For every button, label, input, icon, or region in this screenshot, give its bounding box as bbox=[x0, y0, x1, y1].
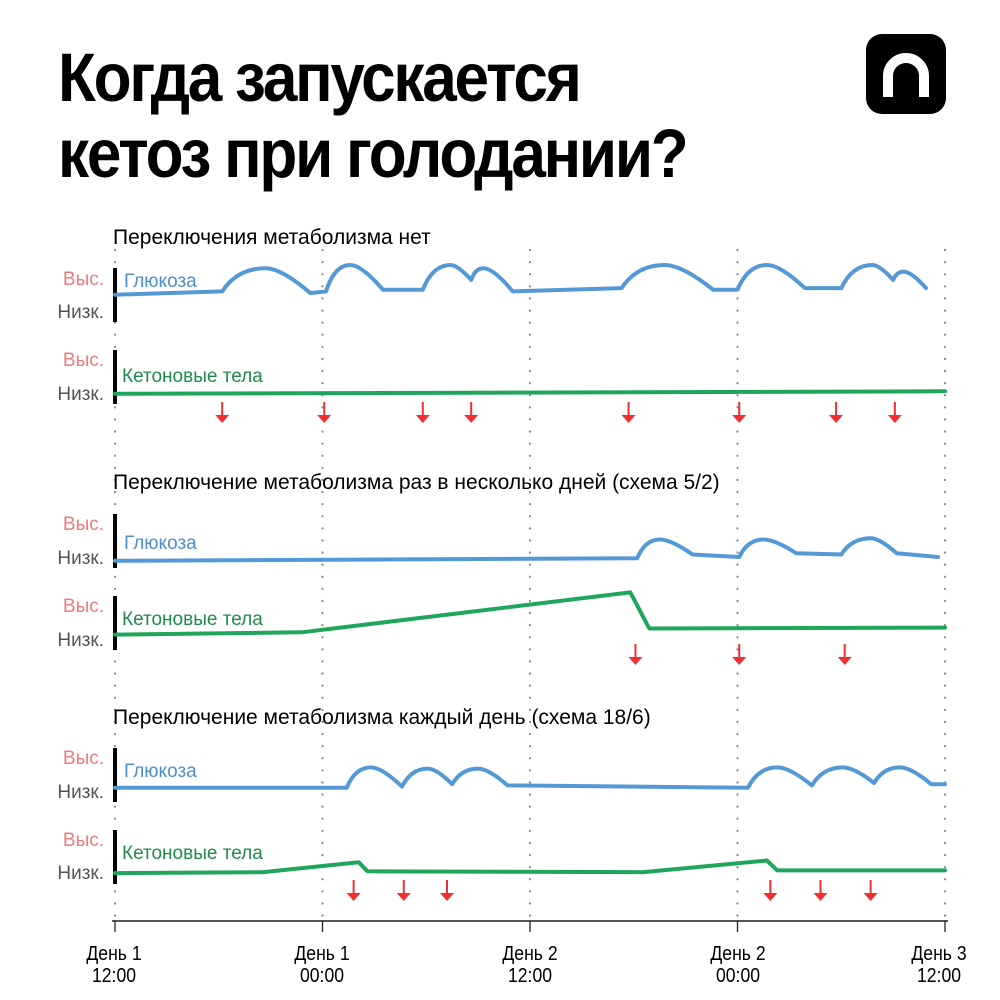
panel-3-glucose-low-label: Низк. bbox=[57, 782, 104, 803]
ketone-line bbox=[113, 389, 947, 396]
x-tick-label: День 1 00:00 bbox=[294, 943, 350, 987]
panel-1-glucose-label: Глюкоза bbox=[124, 271, 197, 292]
meal-arrow-icon bbox=[396, 893, 411, 901]
meal-arrow-icon bbox=[763, 893, 778, 901]
meal-arrow-icon bbox=[829, 415, 844, 423]
panel-3-ketone-label: Кетоновые тела bbox=[122, 843, 263, 864]
meal-arrow-icon bbox=[464, 415, 479, 423]
meal-arrow-icon bbox=[837, 657, 852, 665]
meal-arrow-icon bbox=[215, 415, 230, 423]
panel-2-glucose-high-label: Выс. bbox=[62, 514, 104, 535]
x-tick-label: День 1 12:00 bbox=[86, 943, 142, 987]
page-title: Когда запускается кетоз при голодании? bbox=[58, 40, 778, 192]
panel-1-ketone-low-label: Низк. bbox=[57, 384, 104, 405]
meal-arrow-icon bbox=[621, 415, 636, 423]
panel-1-title: Переключения метаболизма нет bbox=[113, 226, 431, 249]
panel-3-ketone-low-label: Низк. bbox=[57, 863, 104, 884]
ketone-line bbox=[113, 858, 947, 876]
title-line-1: Когда запускается bbox=[58, 39, 582, 116]
x-tick-label: День 3 12:00 bbox=[911, 943, 967, 987]
title-line-2: кетоз при голодании? bbox=[58, 115, 689, 192]
panel-3-glucose-high-label: Выс. bbox=[62, 748, 104, 769]
panel-2-ketone-low-label: Низк. bbox=[57, 630, 104, 651]
meal-arrow-icon bbox=[732, 657, 747, 665]
panel-2-title: Переключение метаболизма раз в несколько… bbox=[113, 471, 720, 494]
meal-arrow-icon bbox=[317, 415, 332, 423]
glucose-line bbox=[113, 765, 947, 790]
n-logo-icon bbox=[866, 34, 946, 114]
x-tick-label: День 2 12:00 bbox=[502, 943, 558, 987]
glucose-line bbox=[113, 263, 928, 297]
panel-3-glucose-label: Глюкоза bbox=[124, 761, 197, 782]
panel-2-glucose-label: Глюкоза bbox=[124, 533, 197, 554]
panel-3-ketone-high-label: Выс. bbox=[62, 830, 104, 851]
panel-3-title: Переключение метаболизма каждый день (сх… bbox=[113, 706, 651, 729]
meal-arrow-icon bbox=[732, 415, 747, 423]
meal-arrow-icon bbox=[887, 415, 902, 423]
panel-1-glucose-low-label: Низк. bbox=[57, 302, 104, 323]
glucose-line bbox=[113, 536, 941, 563]
meal-arrow-icon bbox=[628, 657, 643, 665]
meal-arrow-icon bbox=[863, 893, 878, 901]
panel-1-glucose-high-label: Выс. bbox=[62, 269, 104, 290]
ketone-line bbox=[113, 590, 947, 637]
x-tick-label: День 2 00:00 bbox=[710, 943, 766, 987]
panel-2-ketone-high-label: Выс. bbox=[62, 596, 104, 617]
meal-arrow-icon bbox=[813, 893, 828, 901]
meal-arrow-icon bbox=[346, 893, 361, 901]
panel-1-ketone-high-label: Выс. bbox=[62, 350, 104, 371]
meal-arrow-icon bbox=[415, 415, 430, 423]
meal-arrow-icon bbox=[440, 893, 454, 901]
panel-2-glucose-low-label: Низк. bbox=[57, 548, 104, 569]
panel-2-ketone-label: Кетоновые тела bbox=[122, 609, 263, 630]
panel-1-ketone-label: Кетоновые тела bbox=[122, 366, 263, 387]
